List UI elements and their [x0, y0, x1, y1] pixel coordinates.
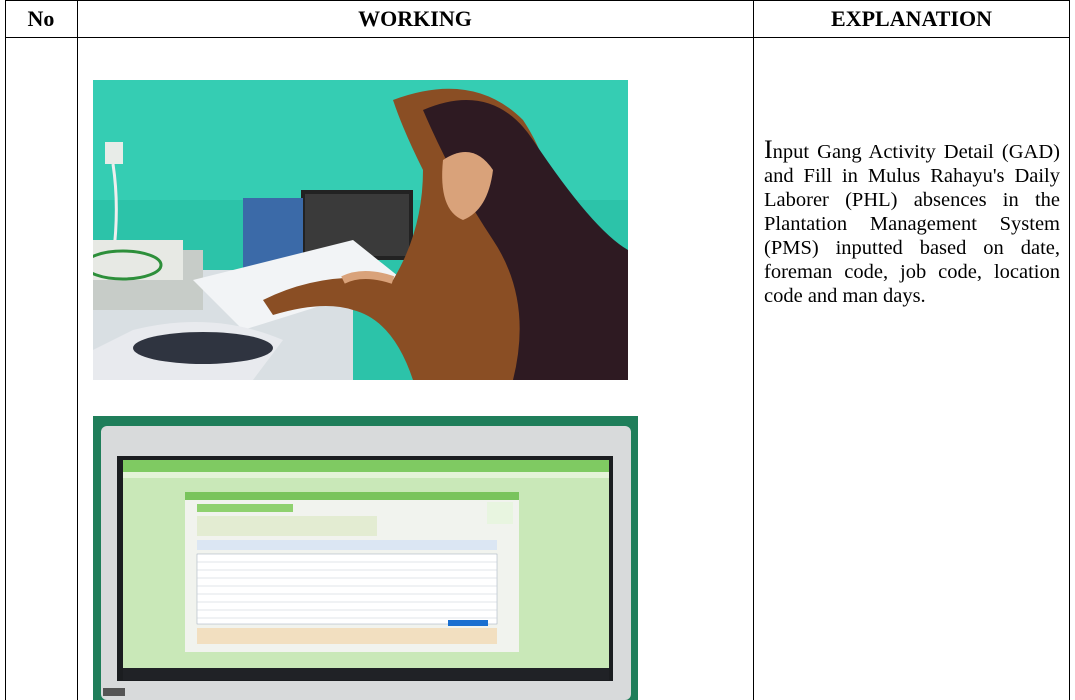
- column-rule: [753, 0, 754, 700]
- header-cell: No: [27, 6, 55, 31]
- photo-desk: [93, 80, 628, 380]
- column-rule: [77, 0, 78, 700]
- table-frame: [5, 0, 1070, 700]
- explanation-text: Input Gang Activity Detail (GAD) and Fil…: [764, 135, 1060, 308]
- header-cell: EXPLANATION: [831, 6, 992, 31]
- photo-monitor: [93, 416, 638, 700]
- header-cell: WORKING: [358, 6, 472, 31]
- header-rule: [5, 37, 1070, 38]
